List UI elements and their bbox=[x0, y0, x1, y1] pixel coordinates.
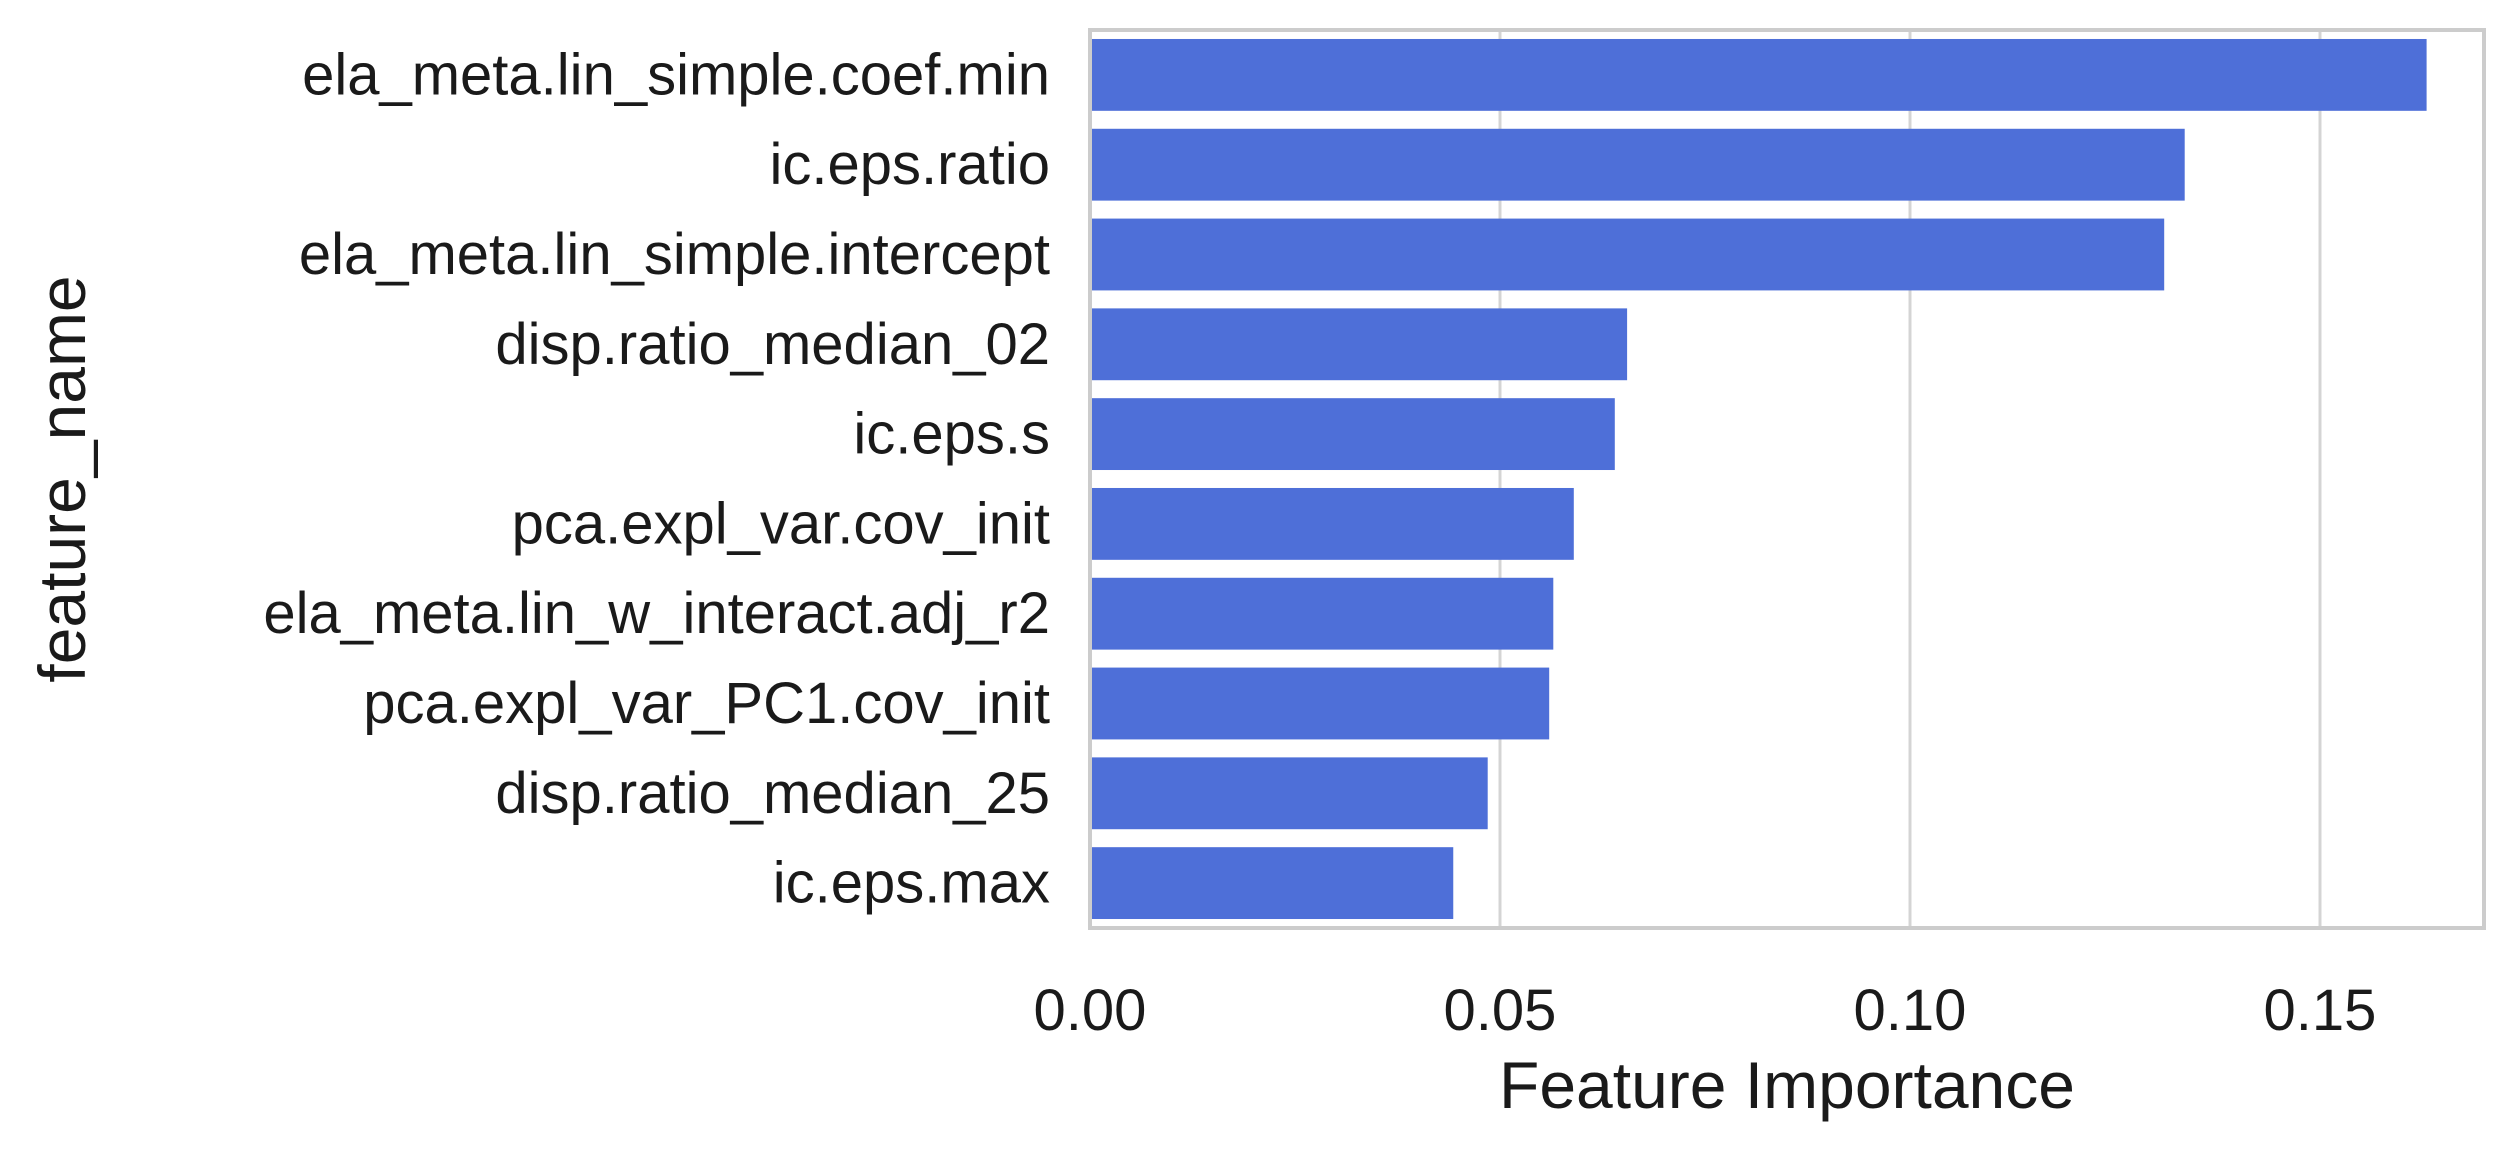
y-tick-label: ic.eps.s bbox=[853, 402, 1050, 467]
x-tick-label: 0.10 bbox=[1854, 978, 1967, 1043]
bar bbox=[1090, 308, 1628, 381]
y-tick-label: ela_meta.lin_simple.intercept bbox=[299, 222, 1050, 287]
y-axis-label: feature_name bbox=[25, 275, 99, 682]
y-tick-labels: ela_meta.lin_simple.coef.min ic.eps.ratio… bbox=[263, 42, 1050, 915]
bar bbox=[1090, 577, 1554, 650]
y-tick-label: ela_meta.lin_w_interact.adj_r2 bbox=[263, 581, 1050, 646]
bar bbox=[1090, 38, 2427, 111]
x-tick-label: 0.15 bbox=[2264, 978, 2377, 1043]
bar bbox=[1090, 667, 1550, 740]
y-tick-label: ic.eps.max bbox=[773, 851, 1050, 916]
x-tick-label: 0.05 bbox=[1444, 978, 1557, 1043]
bar bbox=[1090, 218, 2165, 291]
y-tick-label: ela_meta.lin_simple.coef.min bbox=[302, 42, 1050, 107]
bar bbox=[1090, 847, 1454, 920]
y-tick-label: ic.eps.ratio bbox=[770, 132, 1050, 197]
y-tick-label: disp.ratio_median_25 bbox=[495, 761, 1050, 826]
x-tick-label: 0.00 bbox=[1034, 978, 1147, 1043]
bar bbox=[1090, 757, 1488, 830]
y-tick-label: disp.ratio_median_02 bbox=[495, 312, 1050, 377]
x-axis-label: Feature Importance bbox=[1499, 1048, 2075, 1122]
bar bbox=[1090, 487, 1574, 560]
x-tick-labels: 0.00 0.05 0.10 0.15 bbox=[1034, 978, 2377, 1043]
bar bbox=[1090, 128, 2185, 201]
bar bbox=[1090, 398, 1615, 471]
y-tick-label: pca.expl_var_PC1.cov_init bbox=[363, 671, 1050, 736]
plot-frame bbox=[1088, 28, 2486, 930]
bars bbox=[1090, 38, 2427, 920]
y-tick-label: pca.expl_var.cov_init bbox=[512, 491, 1050, 556]
